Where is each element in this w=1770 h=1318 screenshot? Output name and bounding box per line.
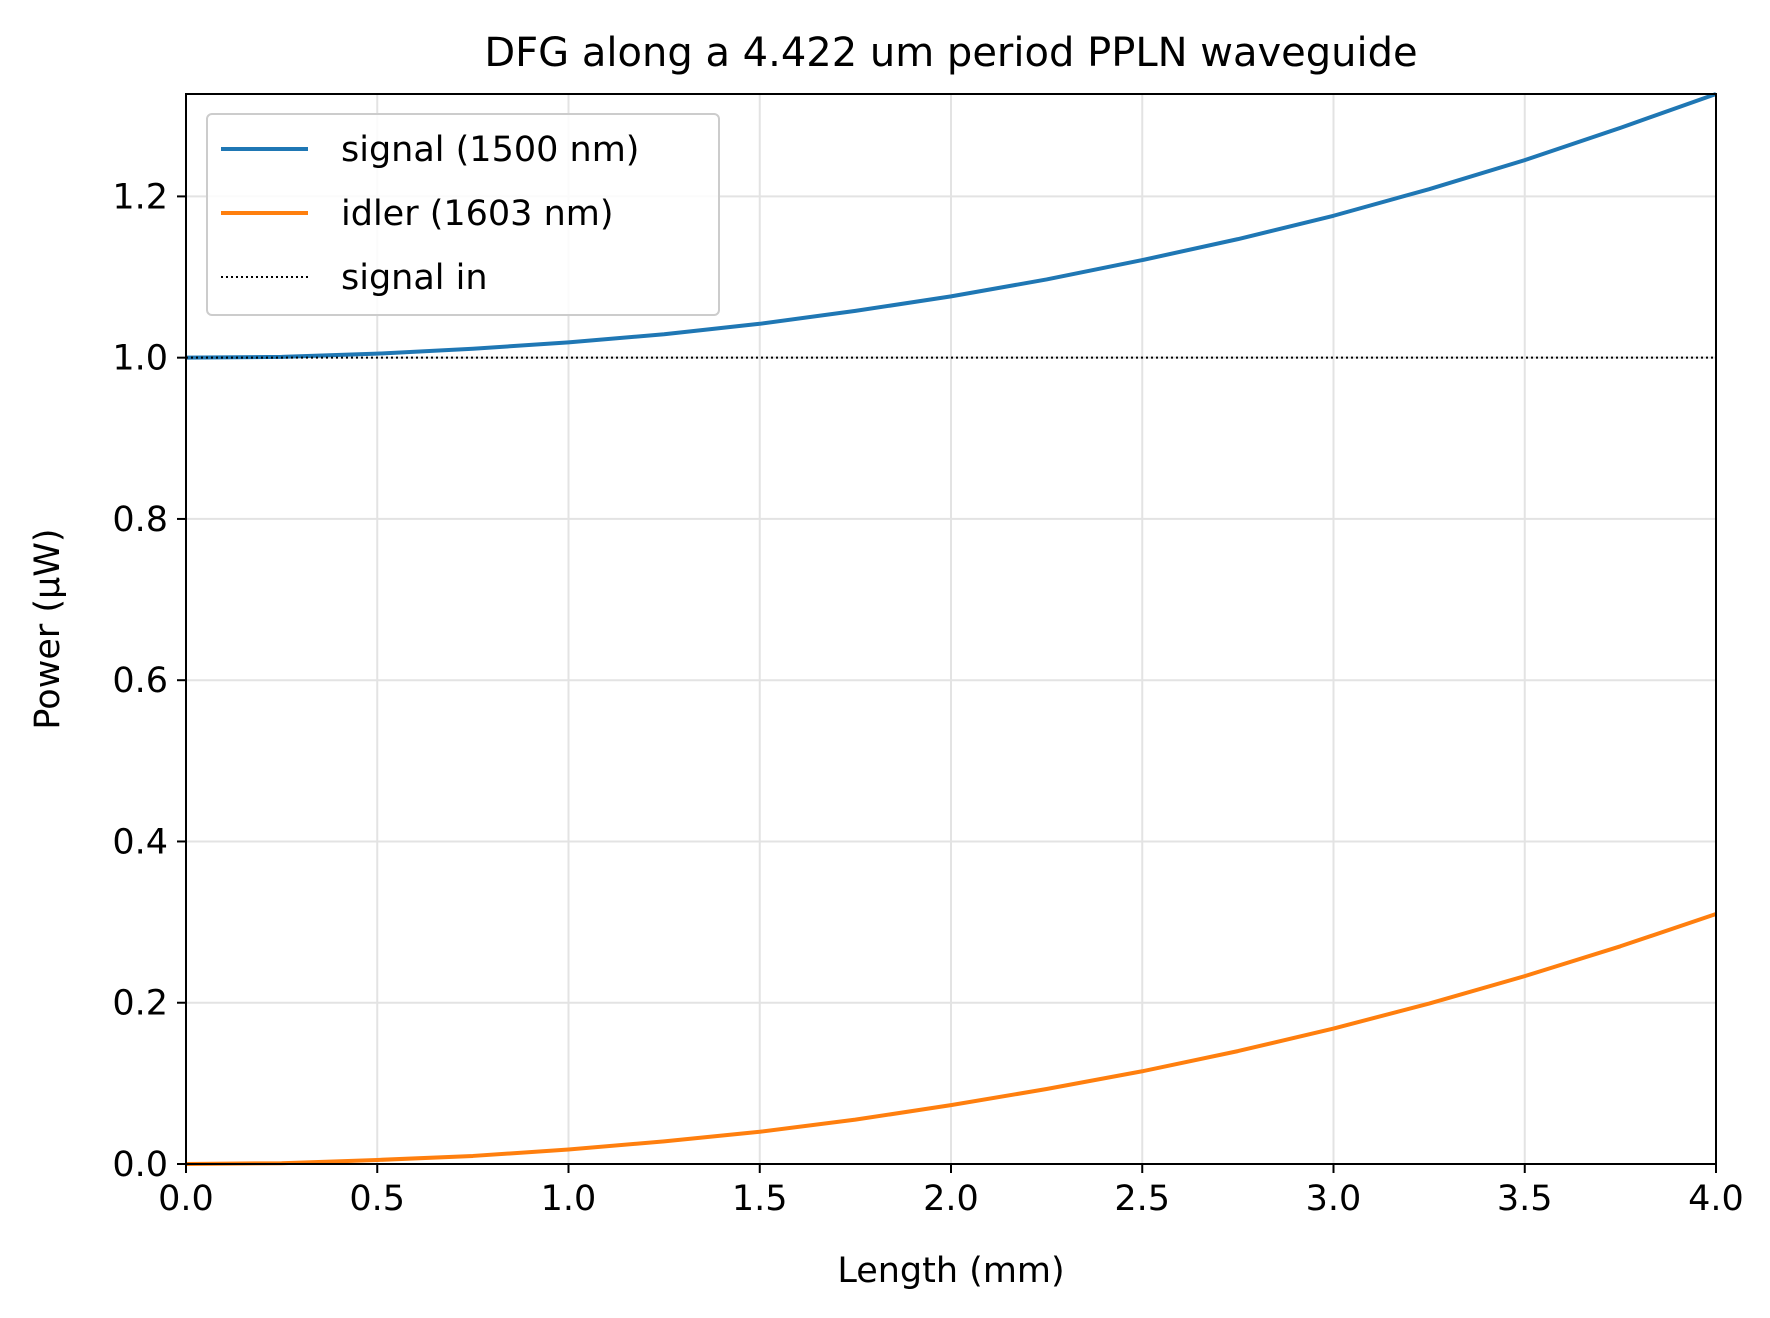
- y-tick-label: 0.4: [112, 822, 168, 862]
- x-tick-label: 4.0: [1688, 1179, 1744, 1219]
- y-tick-label: 0.2: [112, 984, 168, 1024]
- x-tick-label: 3.5: [1497, 1179, 1553, 1219]
- x-axis-label: Length (mm): [837, 1251, 1064, 1291]
- legend-label: signal in: [341, 258, 488, 298]
- x-tick-label: 1.5: [732, 1179, 788, 1219]
- x-tick-label: 3.0: [1306, 1179, 1362, 1219]
- y-axis-label: Power (μW): [28, 528, 68, 729]
- x-tick-label: 1.0: [541, 1179, 597, 1219]
- y-tick-label: 0.6: [112, 661, 168, 701]
- series-line-0: [185, 92, 1717, 360]
- chart-title: DFG along a 4.422 um period PPLN wavegui…: [484, 30, 1417, 76]
- legend: signal (1500 nm) idler (1603 nm) signal in: [206, 113, 720, 316]
- plot-area: [185, 92, 1717, 1166]
- x-tick-label: 2.0: [923, 1179, 979, 1219]
- axis-ticks: 0.0 0.5 1.0 1.5 2.0 2.5 3.0 3.5 4.0 0.0 0.2 0.4 0.6 0…: [112, 177, 1744, 1219]
- legend-box: [206, 113, 720, 316]
- y-tick-label: 0.8: [112, 500, 168, 540]
- y-tick-label: 1.0: [112, 339, 168, 379]
- series-line-1: [185, 912, 1717, 1166]
- x-tick-label: 0.5: [349, 1179, 405, 1219]
- x-tick-label: 2.5: [1114, 1179, 1170, 1219]
- x-tick-label: 0.0: [158, 1179, 214, 1219]
- legend-label: signal (1500 nm): [341, 130, 639, 170]
- legend-label: idler (1603 nm): [341, 194, 614, 234]
- y-tick-label: 1.2: [112, 177, 168, 217]
- y-tick-label: 0.0: [112, 1145, 168, 1185]
